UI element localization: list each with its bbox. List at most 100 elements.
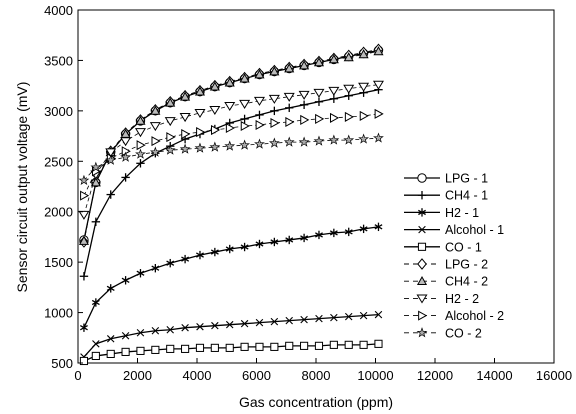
data-point [121, 276, 130, 285]
x-axis-label: Gas concentration (ppm) [239, 394, 393, 410]
data-point [343, 84, 355, 94]
y-tick-label: 1000 [44, 306, 73, 321]
legend-label: H2 - 1 [445, 206, 479, 220]
data-point [164, 117, 176, 127]
data-point [166, 258, 175, 268]
data-point [270, 117, 280, 129]
data-point [135, 115, 146, 125]
data-point [225, 244, 234, 254]
legend-item: CH4 - 2 [404, 275, 488, 289]
data-point [268, 137, 280, 148]
x-tick-label: 4000 [183, 368, 212, 383]
y-tick-label: 500 [51, 356, 73, 371]
data-point [359, 311, 368, 320]
data-point [136, 269, 145, 278]
series-8 [78, 80, 384, 220]
data-point [78, 235, 89, 245]
data-point [181, 344, 190, 353]
data-point [181, 323, 189, 332]
data-point [374, 339, 383, 348]
data-point [79, 323, 88, 332]
data-point [344, 111, 354, 122]
data-point [239, 99, 251, 109]
data-point [209, 105, 221, 116]
data-point [298, 90, 310, 100]
data-point [151, 326, 160, 335]
data-point [255, 318, 264, 327]
data-point [270, 342, 279, 351]
data-point [225, 320, 234, 329]
data-point [121, 332, 130, 340]
legend-label: Alcohol - 2 [445, 309, 504, 323]
legend-item: LPG - 1 [404, 172, 488, 186]
data-point [254, 69, 265, 79]
data-point [314, 97, 324, 106]
legend-item: CH4 - 1 [404, 189, 488, 203]
x-tick-label: 2000 [123, 368, 152, 383]
data-point [299, 60, 310, 70]
legend-marker [417, 258, 427, 270]
series-10 [78, 132, 384, 186]
data-point [299, 100, 309, 110]
data-point [181, 254, 190, 264]
data-point [255, 119, 265, 131]
data-point [151, 263, 160, 273]
data-point [240, 120, 250, 132]
x-tick-label: 10000 [357, 368, 393, 383]
data-point [80, 190, 90, 201]
data-point [106, 349, 115, 358]
data-point [90, 177, 101, 187]
data-point [329, 228, 338, 238]
data-point [151, 136, 161, 147]
data-point [165, 97, 176, 107]
legend-marker [417, 191, 427, 200]
data-point [149, 122, 161, 132]
data-point [166, 132, 176, 143]
data-point [239, 73, 250, 83]
series-9 [80, 108, 384, 201]
x-tick-label: 14000 [476, 368, 512, 383]
data-point [313, 57, 325, 67]
legend-item: Alcohol - 2 [404, 309, 504, 323]
data-point [313, 135, 325, 146]
data-point [315, 113, 325, 124]
data-point [358, 49, 369, 59]
data-point [240, 342, 249, 351]
data-point [179, 113, 191, 123]
data-point [121, 347, 130, 356]
data-point [283, 92, 295, 102]
data-point [78, 210, 90, 220]
data-point [209, 81, 220, 91]
data-point [285, 316, 293, 325]
data-point [315, 230, 323, 240]
data-point [105, 148, 117, 158]
data-point [180, 91, 191, 101]
data-point [253, 96, 265, 106]
data-point [240, 319, 249, 328]
data-point [374, 108, 384, 119]
data-point [166, 344, 175, 353]
legend-item: H2 - 2 [404, 292, 479, 306]
series-layer [78, 43, 384, 366]
data-point [196, 322, 204, 331]
data-point [373, 132, 384, 143]
data-point [121, 173, 130, 182]
data-point [285, 116, 295, 128]
legend-marker [418, 208, 426, 217]
y-tick-label: 2000 [44, 205, 73, 220]
legend-label: LPG - 1 [445, 172, 488, 186]
data-point [298, 136, 310, 147]
data-point [344, 340, 353, 349]
data-point [196, 126, 206, 138]
data-point [300, 114, 310, 125]
data-point [254, 138, 265, 149]
legend-label: LPG - 2 [445, 258, 488, 272]
data-point [255, 239, 264, 249]
data-point [210, 247, 219, 257]
series-4 [80, 310, 383, 361]
data-point [79, 356, 89, 366]
data-point [92, 340, 100, 348]
data-point [344, 227, 353, 237]
data-point [239, 139, 250, 150]
